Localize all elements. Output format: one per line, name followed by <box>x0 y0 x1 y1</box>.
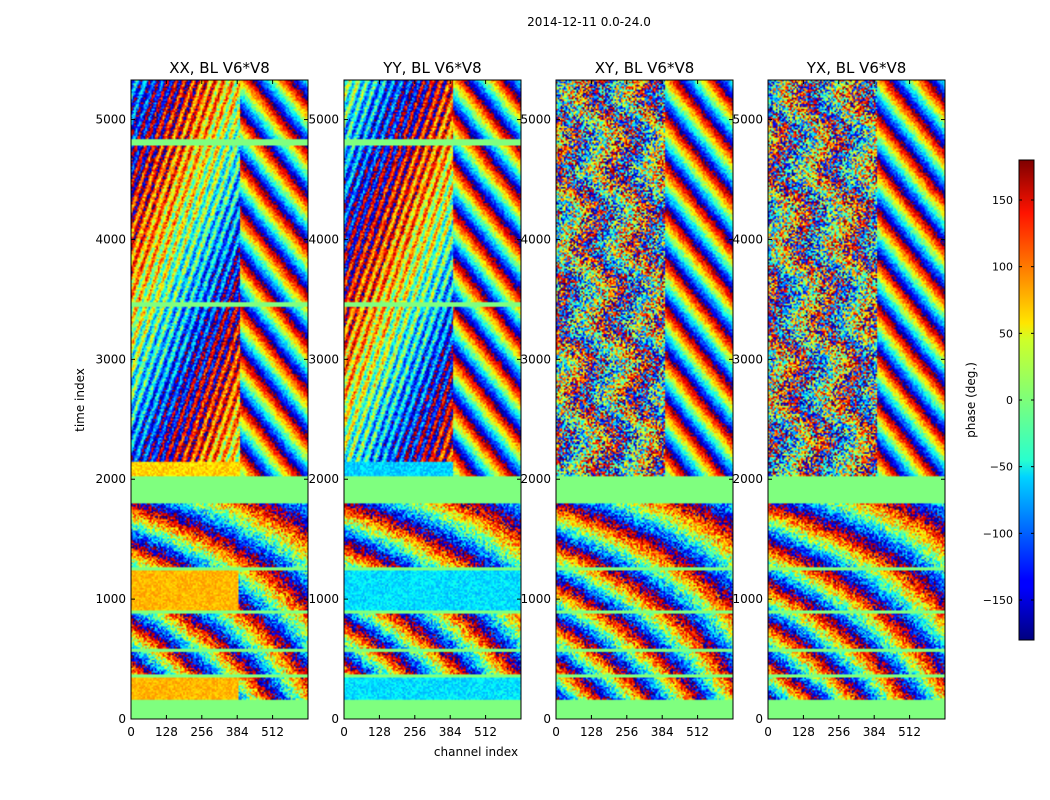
y-tick-label: 4000 <box>95 232 126 246</box>
plot-frame <box>130 79 309 720</box>
y-tick-label: 0 <box>118 712 126 726</box>
y-tick-label: 1000 <box>95 592 126 606</box>
plot-frame <box>555 79 734 720</box>
x-tick-label: 384 <box>651 725 674 739</box>
y-tick-label: 5000 <box>308 113 339 127</box>
y-tick-label: 0 <box>543 712 551 726</box>
y-tick-label: 2000 <box>732 472 763 486</box>
x-axis-label: channel index <box>434 745 518 759</box>
x-tick-label: 256 <box>827 725 850 739</box>
x-tick-label: 512 <box>261 725 284 739</box>
panels: XX, BL V6*V8 0 128 256 384 512 0 1000 2000 3000 40… <box>95 59 946 739</box>
plot-frame <box>343 79 522 720</box>
y-tick-label: 4000 <box>308 232 339 246</box>
colorbar-tick-label: 150 <box>992 194 1013 207</box>
x-tick-label: 128 <box>368 725 391 739</box>
y-tick-label: 1000 <box>732 592 763 606</box>
colorbar-tick-label: −150 <box>983 594 1013 607</box>
y-tick-label: 3000 <box>95 352 126 366</box>
y-tick-label: 5000 <box>520 113 551 127</box>
colorbar-tick-label: 50 <box>999 327 1013 340</box>
x-tick-label: 256 <box>403 725 426 739</box>
y-tick-label: 4000 <box>732 232 763 246</box>
y-tick-label: 1000 <box>308 592 339 606</box>
plot-frame <box>767 79 946 720</box>
y-tick-label: 3000 <box>732 352 763 366</box>
y-tick-label: 3000 <box>520 352 551 366</box>
y-tick-label: 4000 <box>520 232 551 246</box>
panel-title: XY, BL V6*V8 <box>595 59 695 77</box>
panel-yy: YY, BL V6*V8 0 128 256 384 512 0 1000 2000 3000 40… <box>308 59 522 739</box>
y-tick-label: 1000 <box>520 592 551 606</box>
colorbar-label: phase (deg.) <box>964 362 978 438</box>
panel-title: YY, BL V6*V8 <box>382 59 481 77</box>
y-tick-label: 0 <box>331 712 339 726</box>
panel-xx: XX, BL V6*V8 0 128 256 384 512 0 1000 2000 3000 40… <box>95 59 309 739</box>
panel-xy: XY, BL V6*V8 0 128 256 384 512 0 1000 2000 3000 40… <box>520 59 734 739</box>
panel-title: XX, BL V6*V8 <box>169 59 270 77</box>
suptitle: 2014-12-11 0.0-24.0 <box>527 15 651 29</box>
y-tick-label: 5000 <box>732 113 763 127</box>
colorbar-tick-label: 100 <box>992 261 1013 274</box>
x-tick-label: 384 <box>226 725 249 739</box>
x-tick-label: 128 <box>792 725 815 739</box>
x-tick-label: 0 <box>552 725 560 739</box>
colorbar-tick-label: −50 <box>990 461 1013 474</box>
y-tick-label: 3000 <box>308 352 339 366</box>
y-tick-label: 5000 <box>95 113 126 127</box>
x-tick-label: 512 <box>686 725 709 739</box>
x-tick-label: 256 <box>615 725 638 739</box>
colorbar-tick-label: 0 <box>1006 394 1013 407</box>
colorbar-tick-label: −100 <box>983 527 1013 540</box>
x-tick-label: 256 <box>190 725 213 739</box>
phase-heatmap <box>131 80 308 719</box>
panel-yx: YX, BL V6*V8 0 128 256 384 512 0 1000 2000 3000 40… <box>732 59 946 739</box>
x-tick-label: 512 <box>898 725 921 739</box>
x-tick-label: 0 <box>764 725 772 739</box>
y-tick-label: 2000 <box>308 472 339 486</box>
colorbar: −150 −100 −50 0 50 100 150 phase (deg.) <box>964 159 1035 641</box>
phase-heatmap <box>556 80 733 719</box>
panel-title: YX, BL V6*V8 <box>806 59 907 77</box>
x-tick-label: 0 <box>127 725 135 739</box>
colorbar-ticks: −150 −100 −50 0 50 100 150 <box>983 194 1034 607</box>
x-tick-label: 128 <box>155 725 178 739</box>
x-tick-label: 512 <box>474 725 497 739</box>
y-tick-label: 0 <box>755 712 763 726</box>
x-tick-label: 384 <box>439 725 462 739</box>
y-tick-label: 2000 <box>95 472 126 486</box>
y-tick-label: 2000 <box>520 472 551 486</box>
x-tick-label: 0 <box>340 725 348 739</box>
x-tick-label: 384 <box>863 725 886 739</box>
x-tick-label: 128 <box>580 725 603 739</box>
y-axis-label: time index <box>73 368 87 432</box>
phase-heatmap <box>768 80 945 719</box>
phase-heatmap <box>344 80 521 719</box>
